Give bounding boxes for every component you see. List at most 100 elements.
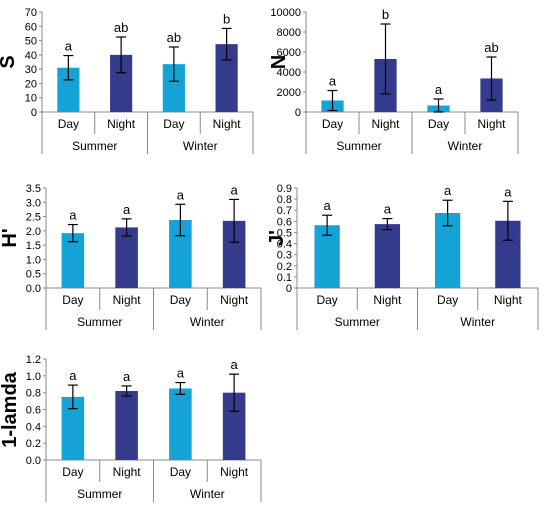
y-tick-label: 3.0 <box>26 197 41 209</box>
category-label: Day <box>316 293 337 307</box>
y-tick-label: 70 <box>25 7 37 19</box>
bar-night <box>222 220 246 288</box>
significance-letter: a <box>177 366 185 381</box>
chart-panel-4: 00.10.20.30.40.50.60.70.80.9 a Day a Night a D… <box>266 183 539 330</box>
significance-letter: a <box>435 82 443 97</box>
y-tick-label: 10 <box>25 93 37 105</box>
group-label: Summer <box>77 487 122 501</box>
significance-letter: a <box>231 182 239 197</box>
bar-day <box>169 388 192 460</box>
chart-panel-1: 0 10 20 30 40 50 60 70 a Day ab Night ab Day b Night Sum… <box>0 7 254 154</box>
significance-letter: a <box>384 202 392 217</box>
significance-letter: ab <box>114 20 128 35</box>
y-tick-label: 10000 <box>270 7 301 19</box>
y-tick-label: 0.1 <box>277 272 292 284</box>
bar-day <box>61 233 85 288</box>
significance-letter: a <box>504 184 512 199</box>
category-label: Day <box>428 117 449 131</box>
significance-letter: a <box>69 208 77 223</box>
y-axis-title: J' <box>266 230 288 246</box>
chart-panel-3: 0.0 0.5 1.0 1.5 2.0 2.5 3.0 3.5 a Day a Night a Day a N… <box>0 182 262 330</box>
y-tick-label: 0.5 <box>26 269 41 281</box>
y-tick-label: 30 <box>25 64 37 76</box>
y-axis-title: 1-lamda <box>0 371 21 447</box>
category-label: Night <box>477 117 506 131</box>
significance-letter: a <box>123 369 131 384</box>
significance-letter: a <box>177 187 185 202</box>
category-label: Night <box>113 293 142 307</box>
y-tick-label: 0.9 <box>277 183 292 195</box>
y-tick-label: 40 <box>25 50 37 62</box>
bar-night <box>222 392 246 460</box>
y-tick-label: 2.5 <box>26 212 41 224</box>
y-tick-label: 1.5 <box>26 240 41 252</box>
bar-day <box>61 396 85 460</box>
y-tick-label: 2000 <box>277 87 301 99</box>
y-tick-label: 0.7 <box>277 205 292 217</box>
bar-day <box>162 64 185 112</box>
bar-day <box>169 220 192 288</box>
y-tick-label: 3.5 <box>26 183 41 195</box>
bar-night <box>115 227 138 288</box>
group-label: Summer <box>77 315 122 329</box>
y-tick-label: 0 <box>31 107 37 119</box>
significance-letter: ab <box>167 30 181 45</box>
significance-letter: a <box>123 202 131 217</box>
category-label: Night <box>213 117 242 131</box>
y-tick-label: 0 <box>286 283 292 295</box>
category-label: Day <box>437 293 458 307</box>
y-tick-label: 0.6 <box>26 405 41 417</box>
significance-letter: b <box>223 11 230 26</box>
y-tick-label: 8000 <box>277 27 301 39</box>
category-label: Night <box>113 465 142 479</box>
group-label: Summer <box>335 315 380 329</box>
category-label: Day <box>62 293 83 307</box>
group-label: Winter <box>190 487 225 501</box>
y-tick-label: 0.0 <box>26 283 41 295</box>
y-tick-label: 0.4 <box>26 421 41 433</box>
y-tick-label: 0.8 <box>26 388 41 400</box>
y-tick-label: 4000 <box>277 67 301 79</box>
y-tick-label: 0.5 <box>277 227 292 239</box>
y-tick-label: 0.2 <box>26 438 41 450</box>
chart-panel-5: 0.0 0.2 0.4 0.6 0.8 1.0 1.2 a Day a Night a Day a Nigh… <box>0 354 262 502</box>
y-tick-label: 0.2 <box>277 261 292 273</box>
y-tick-label: 1.0 <box>26 371 41 383</box>
group-label: Summer <box>72 139 117 153</box>
y-tick-label: 0.4 <box>277 239 292 251</box>
y-axis-title: S <box>0 55 19 68</box>
group-label: Winter <box>190 315 225 329</box>
category-label: Night <box>494 293 523 307</box>
category-label: Night <box>107 117 136 131</box>
significance-letter: ab <box>484 40 498 55</box>
significance-letter: a <box>444 183 452 198</box>
y-axis-title: N <box>268 55 290 69</box>
category-label: Day <box>163 117 184 131</box>
y-tick-label: 0.0 <box>26 455 41 467</box>
category-label: Day <box>58 117 79 131</box>
category-label: Day <box>170 293 191 307</box>
category-label: Night <box>220 465 249 479</box>
chart-panel-2: 0 2000 4000 6000 8000 10000 a Day b Night a Day ab Ni… <box>268 7 519 154</box>
bar-night <box>110 54 133 112</box>
y-tick-label: 6000 <box>277 47 301 59</box>
y-axis-title: H' <box>0 228 21 247</box>
bar-night <box>115 390 138 460</box>
y-tick-label: 1.0 <box>26 254 41 266</box>
category-label: Day <box>170 465 191 479</box>
y-tick-label: 60 <box>25 21 37 33</box>
bar-night <box>374 224 401 288</box>
group-label: Winter <box>460 315 495 329</box>
bar-night <box>215 44 238 113</box>
category-label: Night <box>373 293 402 307</box>
y-tick-label: 1.2 <box>26 354 41 366</box>
y-tick-label: 50 <box>25 36 37 48</box>
group-label: Winter <box>183 139 218 153</box>
bar-day <box>57 67 80 112</box>
significance-letter: a <box>65 39 73 54</box>
category-label: Night <box>371 117 400 131</box>
significance-letter: b <box>382 7 389 22</box>
group-label: Summer <box>336 139 381 153</box>
y-tick-label: 2.0 <box>26 226 41 238</box>
